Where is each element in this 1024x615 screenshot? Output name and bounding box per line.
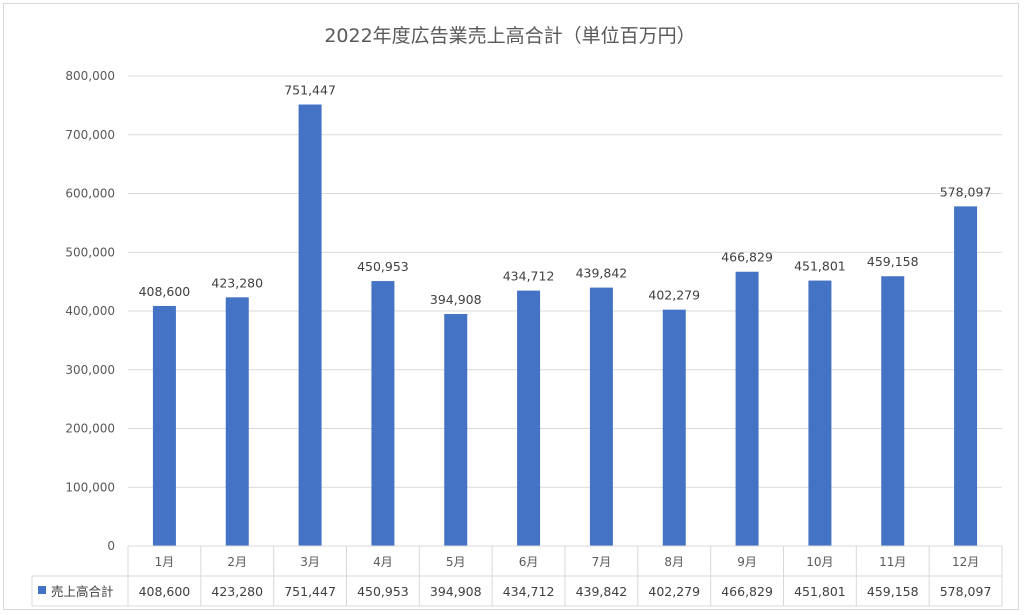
data-label: 434,712 bbox=[503, 269, 555, 284]
data-label: 402,279 bbox=[648, 288, 700, 303]
bar bbox=[589, 287, 613, 546]
category-label: 11月 bbox=[879, 555, 906, 569]
bar bbox=[735, 271, 759, 546]
data-label: 466,829 bbox=[721, 250, 773, 265]
table-cell: 408,600 bbox=[139, 584, 191, 599]
y-tick-label: 700,000 bbox=[65, 128, 115, 142]
table-cell: 578,097 bbox=[940, 584, 992, 599]
y-tick-label: 200,000 bbox=[65, 422, 115, 436]
bar bbox=[225, 297, 249, 546]
y-tick-label: 800,000 bbox=[65, 69, 115, 83]
table-cell: 751,447 bbox=[284, 584, 336, 599]
data-label: 450,953 bbox=[357, 259, 409, 274]
y-tick-label: 600,000 bbox=[65, 187, 115, 201]
bar bbox=[298, 104, 322, 546]
data-label: 459,158 bbox=[867, 254, 919, 269]
data-label: 578,097 bbox=[940, 184, 992, 199]
category-label: 7月 bbox=[592, 555, 612, 569]
category-label: 4月 bbox=[373, 555, 393, 569]
y-tick-label: 400,000 bbox=[65, 304, 115, 318]
legend-swatch bbox=[38, 586, 46, 594]
gridlines bbox=[128, 75, 1002, 488]
bar bbox=[371, 281, 395, 546]
y-tick-label: 0 bbox=[107, 539, 115, 553]
category-label: 3月 bbox=[300, 555, 320, 569]
category-label: 2月 bbox=[227, 555, 247, 569]
bar bbox=[517, 290, 541, 546]
chart-frame: 2022年度広告業売上高合計（単位百万円） 0 100,000 200,000 300… bbox=[3, 3, 1019, 610]
y-tick-label: 300,000 bbox=[65, 363, 115, 377]
table-cell: 459,158 bbox=[867, 584, 919, 599]
table-cell: 434,712 bbox=[503, 584, 555, 599]
category-label: 9月 bbox=[737, 555, 757, 569]
data-label: 439,842 bbox=[576, 266, 628, 281]
table-cell: 423,280 bbox=[211, 584, 263, 599]
category-label: 5月 bbox=[446, 555, 466, 569]
y-axis-ticks: 0 100,000 200,000 300,000 400,000 500,000 600,… bbox=[65, 69, 115, 553]
table-cell: 394,908 bbox=[430, 584, 482, 599]
data-label: 451,801 bbox=[794, 259, 846, 274]
table-cell: 451,801 bbox=[794, 584, 846, 599]
chart-title: 2022年度広告業売上高合計（単位百万円） bbox=[324, 25, 695, 47]
category-label: 1月 bbox=[155, 555, 175, 569]
bar bbox=[954, 206, 978, 546]
data-labels: 408,600 423,280 751,447 450,953 394,908 434,7… bbox=[139, 83, 992, 307]
table-cell: 466,829 bbox=[721, 584, 773, 599]
data-label: 408,600 bbox=[139, 284, 191, 299]
bar bbox=[881, 276, 905, 546]
bar bbox=[808, 280, 832, 546]
category-label: 12月 bbox=[952, 555, 979, 569]
category-label: 6月 bbox=[519, 555, 539, 569]
category-label: 8月 bbox=[664, 555, 684, 569]
data-label: 751,447 bbox=[284, 83, 336, 98]
bar bbox=[662, 309, 686, 546]
y-tick-label: 500,000 bbox=[65, 245, 115, 259]
data-label: 423,280 bbox=[211, 275, 263, 290]
bars bbox=[152, 104, 978, 546]
table-cell: 439,842 bbox=[576, 584, 628, 599]
y-tick-label: 100,000 bbox=[65, 480, 115, 494]
bar-chart: 2022年度広告業売上高合計（単位百万円） 0 100,000 200,000 300… bbox=[31, 25, 1003, 607]
bar bbox=[152, 305, 176, 546]
data-label: 394,908 bbox=[430, 292, 482, 307]
data-table: 1月 408,600 2月 423,280 3月 751,447 4月 450,953 5月 39… bbox=[31, 545, 1003, 607]
table-cell: 450,953 bbox=[357, 584, 409, 599]
table-cell: 402,279 bbox=[648, 584, 700, 599]
legend-label: 売上高合計 bbox=[51, 584, 114, 599]
bar bbox=[444, 313, 468, 546]
category-label: 10月 bbox=[806, 555, 833, 569]
